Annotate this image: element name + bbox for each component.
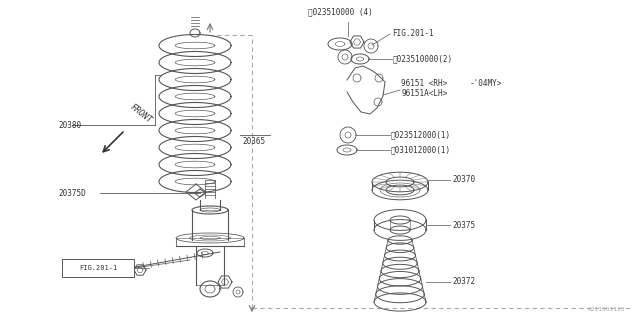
Text: 96151A<LH>: 96151A<LH> [401,90,447,99]
Text: FIG.201-1: FIG.201-1 [392,29,434,38]
Text: Ⓖ031012000(1): Ⓖ031012000(1) [391,146,451,155]
Bar [62,259,134,277]
Text: A211001113: A211001113 [588,307,625,312]
Text: ⓝ023510000 (4): ⓝ023510000 (4) [308,7,372,16]
Text: ⓝ023510000(2): ⓝ023510000(2) [393,54,453,63]
Text: 96151 <RH>: 96151 <RH> [401,78,447,87]
Text: 20365: 20365 [242,137,265,146]
Text: 20380: 20380 [58,122,81,131]
Text: FRONT: FRONT [128,102,153,125]
Text: FIG.201-1: FIG.201-1 [79,265,117,271]
Text: 20372: 20372 [452,277,475,286]
Text: 20375: 20375 [452,220,475,229]
Text: -'04MY>: -'04MY> [470,78,502,87]
Text: ⓝ023512000(1): ⓝ023512000(1) [391,131,451,140]
Text: 20375D: 20375D [58,189,86,198]
Text: 20370: 20370 [452,175,475,185]
